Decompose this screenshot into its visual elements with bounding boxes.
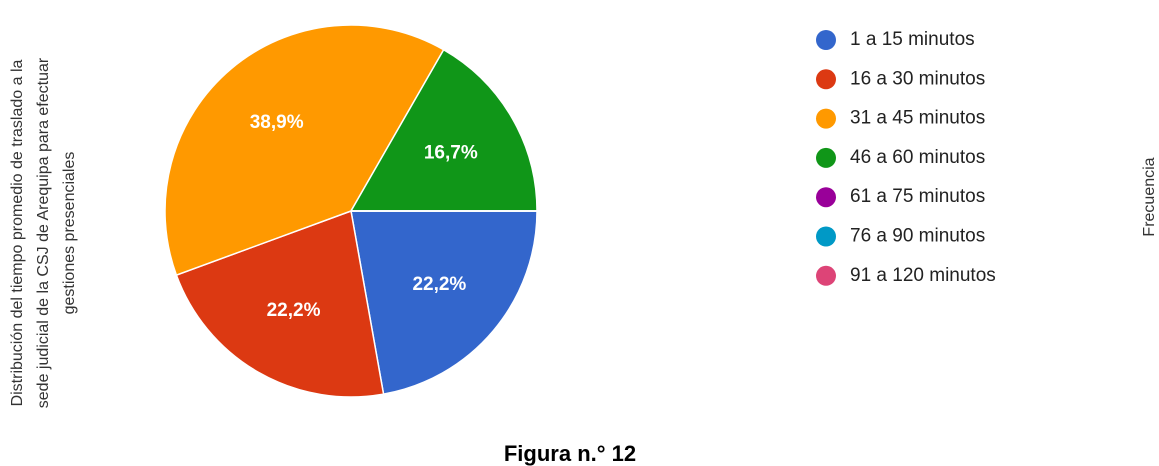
legend-marker	[816, 226, 836, 247]
y-axis-label: Distribución del tiempo promedio de tras…	[9, 59, 26, 406]
y-axis-label: sede judicial de la CSJ de Arequipa para…	[35, 57, 52, 408]
legend-label: 46 a 60 minutos	[850, 147, 985, 168]
pie-slice	[175, 209, 385, 398]
legend-marker	[816, 69, 836, 90]
legend-label: 61 a 75 minutos	[850, 186, 985, 207]
slice-label: 22,2%	[412, 274, 466, 295]
slice-label: 22,2%	[267, 300, 321, 321]
pie-slice	[350, 210, 538, 395]
legend-label: 1 a 15 minutos	[850, 29, 975, 50]
caption: Figura n.° 12	[504, 441, 636, 466]
pie-slice	[164, 24, 445, 277]
legend-label: 31 a 45 minutos	[850, 108, 985, 129]
legend-marker	[816, 187, 836, 208]
slice-label: 38,9%	[250, 112, 304, 133]
legend-label: 91 a 120 minutos	[850, 265, 996, 286]
legend-label: 76 a 90 minutos	[850, 226, 985, 247]
legend-marker	[816, 147, 836, 168]
legend-marker	[816, 30, 836, 50]
y-axis-label: gestiones presenciales	[61, 152, 78, 315]
pie-slice	[349, 48, 538, 212]
legend-marker	[816, 265, 836, 286]
y2-axis-label: Frecuencia	[1141, 157, 1158, 236]
legend-marker	[816, 108, 836, 129]
slice-label: 16,7%	[424, 142, 478, 163]
legend-label: 16 a 30 minutos	[850, 68, 985, 89]
